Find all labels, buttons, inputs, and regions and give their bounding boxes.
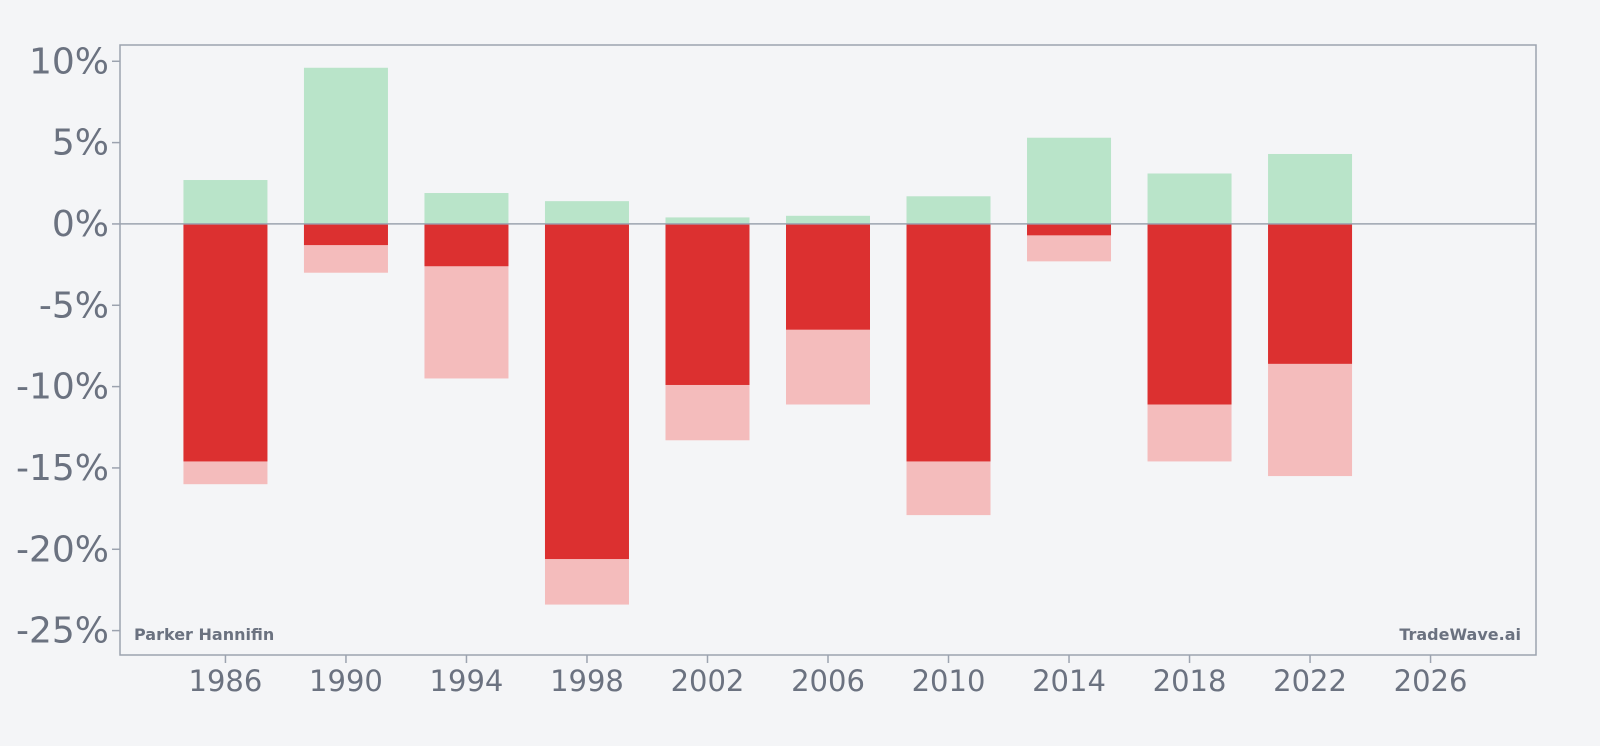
y-tick-label: 10% xyxy=(29,41,109,82)
bar-negative-2002 xyxy=(665,223,750,385)
y-tick-label: -15% xyxy=(16,448,109,489)
x-tick-label: 2006 xyxy=(791,664,865,698)
x-tick-label: 2014 xyxy=(1032,664,1106,698)
x-tick-label: 2018 xyxy=(1153,664,1227,698)
bar-positive-2010 xyxy=(906,196,991,224)
watermark-right: TradeWave.ai xyxy=(1399,625,1521,644)
x-axis: 1986 1990 1994 1998 2002 2006 2010 2014 2018 2022… xyxy=(189,655,1468,698)
bar-negative-1990 xyxy=(303,223,388,246)
y-tick-label: -25% xyxy=(16,611,109,652)
bars-group xyxy=(183,67,1353,605)
y-tick-label: 5% xyxy=(52,123,109,164)
bar-negative-2010 xyxy=(906,223,991,462)
bar-positive-2006 xyxy=(786,215,870,224)
bar-negative-2018 xyxy=(1147,223,1232,405)
x-tick-label: 1994 xyxy=(430,664,504,698)
watermark-left: Parker Hannifin xyxy=(134,625,274,644)
x-tick-label: 2002 xyxy=(671,664,745,698)
y-tick-label: -5% xyxy=(39,285,109,326)
bar-positive-1990 xyxy=(303,67,388,224)
bar-negative-2014 xyxy=(1027,223,1112,236)
bar-negative-2006 xyxy=(786,223,870,330)
bar-negative-2022 xyxy=(1268,223,1353,364)
y-tick-label: 0% xyxy=(52,204,109,245)
bar-positive-1994 xyxy=(424,193,509,224)
bar-negative-1994 xyxy=(424,223,509,267)
bar-negative-1998 xyxy=(544,223,629,560)
bar-positive-2002 xyxy=(665,217,750,224)
x-tick-label: 1986 xyxy=(189,664,263,698)
x-tick-label: 2022 xyxy=(1273,664,1347,698)
y-tick-label: -10% xyxy=(16,367,109,408)
bar-positive-2014 xyxy=(1027,137,1112,224)
bar-positive-2018 xyxy=(1147,173,1232,224)
x-tick-label: 1998 xyxy=(550,664,624,698)
x-tick-label: 2026 xyxy=(1394,664,1468,698)
bar-positive-1998 xyxy=(544,201,629,224)
bar-positive-1986 xyxy=(183,180,268,224)
x-tick-label: 1990 xyxy=(309,664,383,698)
bar-negative-1986 xyxy=(183,223,268,462)
y-tick-label: -20% xyxy=(16,529,109,570)
bar-positive-2022 xyxy=(1268,153,1353,224)
y-axis: 10% 5% 0% -5% -10% -15% -20% -25% xyxy=(16,41,120,652)
x-tick-label: 2010 xyxy=(912,664,986,698)
